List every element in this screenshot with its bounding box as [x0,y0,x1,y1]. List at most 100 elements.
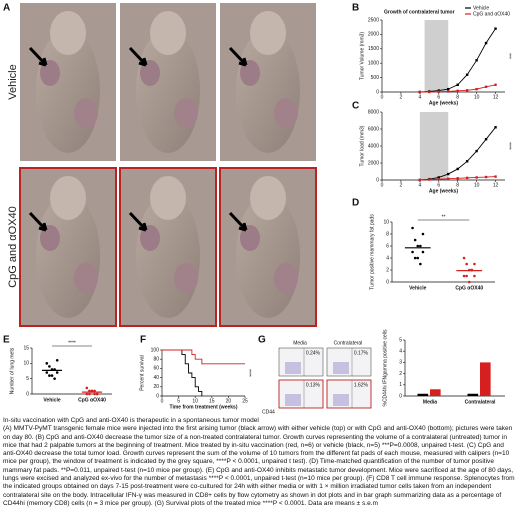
x-tick-label: 20 [226,398,232,404]
data-point [456,83,459,86]
bar [430,389,441,396]
caption: In-situ vaccination with CpG and anti-OX… [3,417,517,514]
x-tick-label: 2 [400,182,403,188]
y-axis-label: Tumor load (mm3) [359,125,365,166]
x-tick-label: 4 [418,182,421,188]
bar [480,362,491,396]
y-tick-label: 3 [399,360,402,366]
y-tick-label: 500 [371,75,380,81]
data-point [462,256,466,260]
data-point [462,274,466,278]
y-tick-label: 5 [26,376,29,382]
x-tick-label: 6 [437,94,440,100]
data-point [428,90,431,94]
data-point [475,149,478,153]
data-point [45,371,49,374]
data-point [484,138,488,141]
y-tick-label: 6 [386,243,389,249]
x-tick-label: 6 [437,182,440,188]
panel-letter: B [352,3,359,14]
data-point [484,41,488,45]
photo-frame [119,167,217,327]
y-tick-label: 0 [386,279,389,285]
legend-label: Vehicle [473,5,489,11]
photo-frame [219,167,317,327]
data-point [447,177,450,180]
data-point [465,274,468,278]
flow-column-label: Contralateral [334,340,363,346]
data-point [437,177,440,181]
x-tick-label: 4 [418,94,421,100]
x-tick-label: 2 [400,94,403,100]
flow-axis-label: CD44 [262,409,275,415]
photo-frame [19,167,117,327]
y-tick-label: 2 [399,371,402,377]
flow-percentage: 0.13% [306,382,321,388]
mouse-photo [220,168,316,326]
x-tick-label: 25 [242,398,248,404]
x-tick-label: CpG αOX40 [78,397,106,403]
x-tick-label: 0 [161,398,164,404]
data-point [456,167,459,171]
data-point [456,177,459,180]
flow-column-label: Media [293,340,307,346]
treatment-window [419,112,449,180]
figure-graphics: Vehicle CpG and αOX40 A B C D E F G Medi… [3,3,512,416]
y-tick-label: 6000 [368,126,379,132]
survival-curve [162,349,245,365]
y-axis-label: %CD44hi IFNgamma positive cells [382,329,388,406]
data-point [447,90,450,93]
data-point [456,89,459,93]
y-tick-label: 0 [399,393,402,399]
flow-percentage: 1.62% [354,382,369,388]
data-point [55,371,59,374]
y-tick-label: 10 [23,361,29,367]
data-point [93,392,96,396]
data-point [465,262,468,266]
y-tick-label: 4 [399,349,402,355]
data-point [475,59,478,62]
x-tick-label: 0 [381,94,384,100]
panel-letter: E [3,335,10,346]
data-point [50,374,54,377]
y-tick-label: 5 [399,337,402,343]
x-tick-label: Vehicle [43,397,60,403]
y-tick-label: 2000 [368,160,379,166]
data-point [475,87,478,91]
data-point [473,274,476,278]
data-point [465,73,469,76]
y-tick-label: 1 [399,382,402,388]
data-point [45,362,49,365]
x-axis-label: Age (weeks) [429,188,459,194]
y-tick-label: 20 [153,384,159,390]
mouse-photo [20,168,116,326]
x-tick-label: 12 [493,182,499,188]
y-tick-label: 0 [376,89,379,95]
y-tick-label: 60 [153,366,159,372]
data-point [494,83,497,86]
data-point [95,392,99,396]
data-point [484,175,488,179]
panel-letter: D [352,198,359,209]
row-label: CpG and αOX40 [7,206,19,288]
x-tick-label: 10 [474,182,480,188]
mouse-photo [220,3,316,161]
flow-percentage: 0.24% [306,350,321,356]
data-point [419,262,422,266]
data-point [418,178,422,182]
y-tick-label: 100 [151,347,160,353]
data-point [465,176,469,180]
y-tick-label: 8 [386,231,389,237]
y-tick-label: 4 [386,255,389,261]
annotation: **** [246,369,252,377]
y-tick-label: 4000 [368,143,379,149]
x-tick-label: 0 [381,182,384,188]
x-tick-label: CpG αOX40 [455,285,483,291]
y-tick-label: 1000 [368,61,379,67]
axis [161,350,245,397]
x-tick-label: 15 [209,398,215,404]
chart-title: Growth of contralateral tumor [384,9,455,15]
data-point [465,89,469,92]
y-tick-label: 2000 [368,32,379,38]
